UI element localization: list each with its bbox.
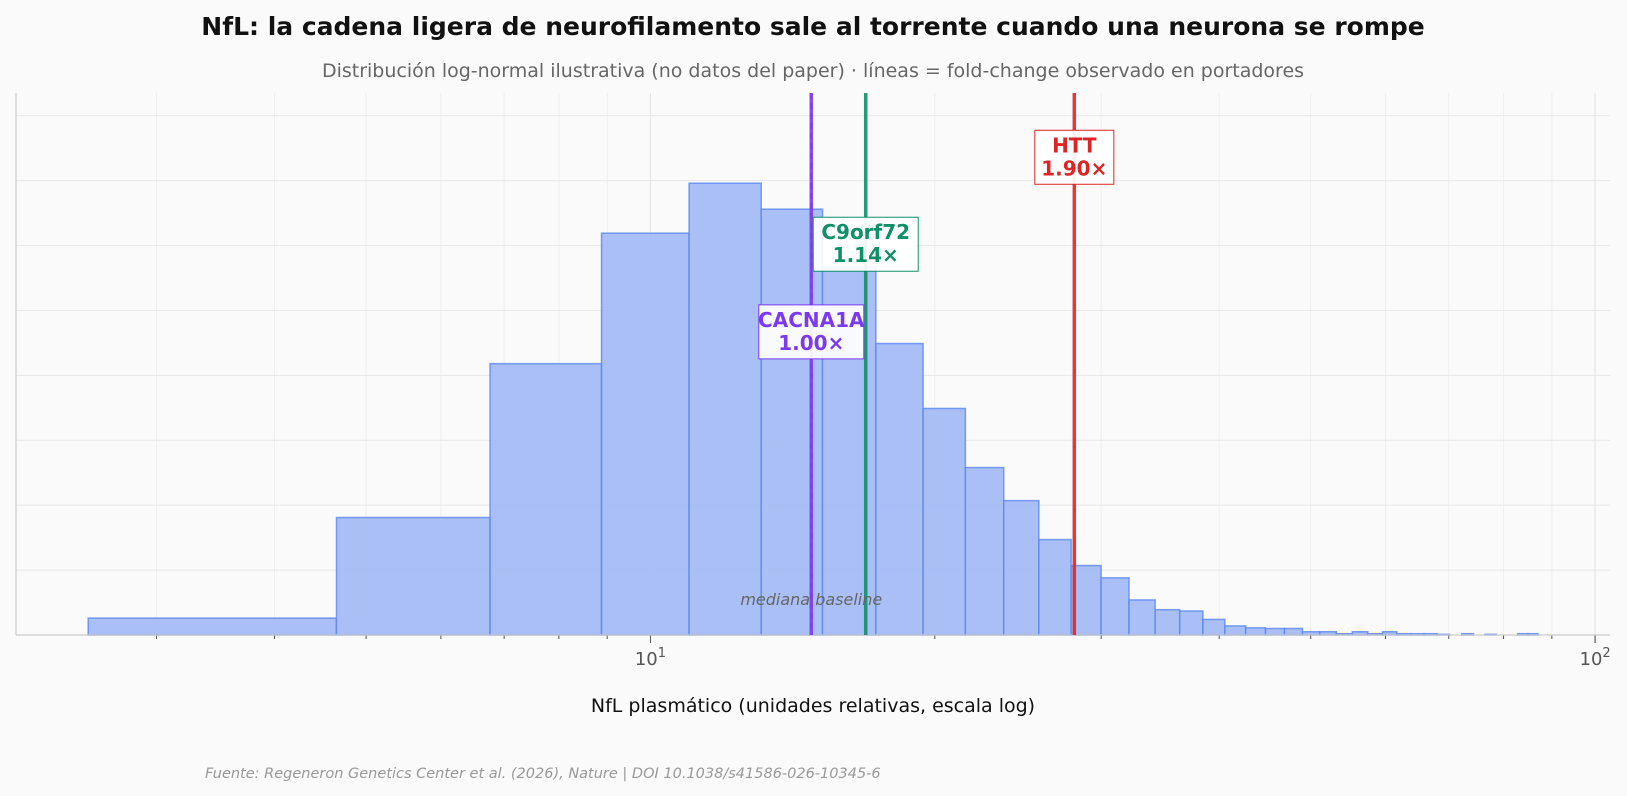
source-footer: Fuente: Regeneron Genetics Center et al.… [205,766,881,782]
histogram-bar [1264,627,1286,636]
histogram-bar [600,232,690,636]
histogram-bar [1224,625,1247,636]
histogram-bar [1038,538,1072,636]
annotation-box [1034,129,1115,185]
histogram-bars [87,182,1539,636]
histogram-bar [688,182,762,636]
histogram-bar [1128,599,1156,636]
histogram-bar [964,466,1005,636]
histogram-bar [1003,499,1040,636]
histogram-bar [1283,627,1304,636]
annotation-box [758,304,865,360]
annotation-fold: 1.90× [1041,156,1107,180]
chart-subtitle: Distribución log-normal ilustrativa (no … [322,60,1304,82]
annotation-gene: C9orf72 [821,220,910,244]
annotation-gene: CACNA1A [758,308,865,332]
annotation-box [812,216,919,272]
chart-title: NfL: la cadena ligera de neurofilamento … [201,12,1424,41]
histogram-bar [922,407,967,636]
histogram-bar [1178,610,1204,636]
median-baseline-label: mediana baseline [740,590,882,609]
x-tick-label: 102 [1580,646,1611,670]
histogram-bar [335,516,491,636]
histogram-bar [1202,618,1226,636]
histogram-bar [87,617,338,636]
x-axis-label: NfL plasmático (unidades relativas, esca… [591,695,1035,717]
x-tick-label: 101 [635,646,666,670]
histogram-bar [1070,564,1102,636]
histogram-bar [760,208,824,636]
histogram-bar [875,342,924,636]
annotation-fold: 1.00× [778,331,844,355]
histogram-bar [489,362,603,636]
annotation-fold: 1.14× [833,243,899,267]
histogram-bar [1154,608,1181,636]
annotation-gene: HTT [1052,133,1097,157]
histogram-bar [1244,627,1267,636]
histogram-bar [1100,577,1130,636]
